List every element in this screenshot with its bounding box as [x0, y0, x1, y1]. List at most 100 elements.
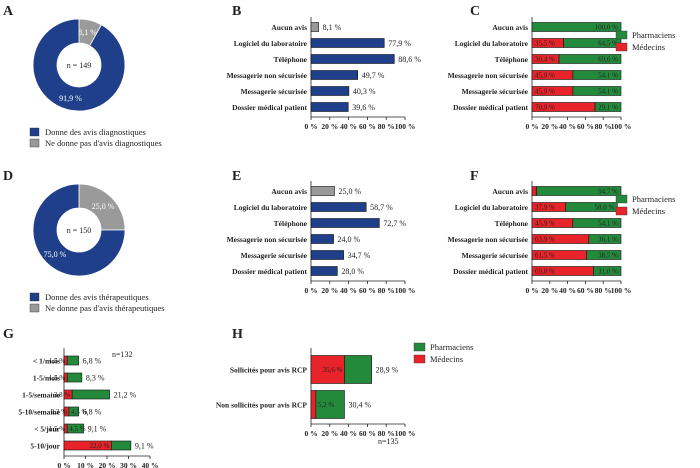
bar-value-label: 30,4 % — [535, 56, 555, 64]
x-tick-label: 20 % — [321, 122, 338, 131]
legend-swatch — [29, 303, 40, 313]
legend-swatch — [615, 194, 628, 204]
x-tick-label: 0 % — [304, 122, 317, 131]
bar-value-label: 70,9 % — [535, 104, 555, 112]
bar-total-label: 30,4 % — [348, 401, 371, 410]
bar-pharmaciens — [593, 266, 622, 276]
bar-value-label: 40,3 % — [353, 87, 376, 96]
legend-label: Pharmaciens — [632, 194, 675, 204]
x-tick-label: 60 % — [359, 122, 376, 131]
legend-swatch — [29, 292, 40, 302]
x-tick-label: 80 % — [595, 122, 612, 131]
x-tick-label: 0 % — [304, 429, 317, 438]
x-tick-label: 60 % — [577, 122, 594, 131]
legend-label: Médecins — [632, 206, 665, 216]
bar — [310, 250, 344, 260]
bar-value-label: 38,5 % — [598, 252, 618, 260]
bar-value-label: 1,5 % — [49, 374, 66, 382]
bar-pharmaciens — [572, 86, 622, 96]
category-label: Téléphone — [495, 55, 529, 64]
category-label: 5-10/semaine — [18, 408, 60, 417]
bar-value-label: 45,9 % — [535, 72, 555, 80]
category-label: Messagerie sécurisée — [462, 87, 529, 96]
x-tick-label: 30 % — [120, 461, 137, 468]
category-label: Téléphone — [274, 219, 308, 228]
category-label: Messagerie non sécurisée — [227, 235, 308, 244]
bar-pharmaciens — [558, 54, 622, 64]
x-tick-label: 80 % — [595, 286, 612, 295]
x-tick-label: 100 % — [395, 122, 416, 131]
bar — [310, 102, 349, 112]
donut-slice-label: 75,0 % — [44, 250, 67, 259]
bar — [310, 70, 359, 80]
legend-label: Pharmaciens — [430, 342, 473, 352]
bar-total-label: 6,8 % — [83, 357, 102, 366]
x-tick-label: 0 % — [525, 286, 538, 295]
category-label: Logiciel du laboratoire — [234, 203, 308, 212]
panel-letter: G — [3, 327, 14, 342]
x-tick-label: 20 % — [541, 122, 558, 131]
bar-value-label: 29,1 % — [598, 104, 618, 112]
x-tick-label: 0 % — [304, 286, 317, 295]
x-tick-label: 0 % — [525, 122, 538, 131]
x-tick-label: 40 % — [340, 286, 357, 295]
category-label: Aucun avis — [271, 23, 307, 32]
legend-swatch — [413, 342, 426, 352]
bar-pharmaciens — [68, 406, 79, 417]
bar-value-label: 37,9 % — [535, 204, 555, 212]
bar — [310, 218, 380, 228]
category-label: 5-10/jour — [30, 442, 60, 451]
bar-medecins — [310, 355, 345, 384]
bar-value-label: 77,9 % — [388, 39, 411, 48]
x-tick-label: 40 % — [340, 122, 357, 131]
bar-value-label: 69,6 % — [598, 56, 618, 64]
category-label: 1-5/semaine — [22, 391, 61, 400]
n-label: n=132 — [112, 350, 133, 359]
category-label: Logiciel du laboratoire — [234, 39, 308, 48]
bar-pharmaciens — [71, 389, 110, 400]
n-label: n=135 — [378, 437, 399, 446]
bar-total-label: 9,1 % — [88, 425, 107, 434]
category-label: Sollicités pour avis RCP — [230, 366, 308, 375]
bar — [310, 38, 385, 48]
bar-pharmaciens — [66, 372, 83, 383]
bar-value-label: 58,0 % — [595, 204, 615, 212]
x-tick-label: 40 % — [142, 461, 159, 468]
category-label: Messagerie sécurisée — [241, 251, 308, 260]
bar-value-label: 64,5 % — [598, 40, 618, 48]
panel-letter: C — [470, 4, 480, 19]
category-label: Dossier médical patient — [453, 103, 528, 112]
x-tick-label: 80 % — [378, 286, 395, 295]
bar-pharmaciens — [586, 250, 622, 260]
legend-swatch — [615, 42, 628, 52]
category-label: Non sollicités pour avis RCP — [216, 401, 308, 410]
bar — [310, 186, 335, 196]
category-label: Dossier médical patient — [232, 267, 307, 276]
bar-value-label: 72,7 % — [383, 219, 406, 228]
donut-slice-label: 8,1 % — [78, 28, 97, 37]
bar-value-label: 58,7 % — [370, 203, 393, 212]
bar-value-label: 1,5 % — [49, 425, 66, 433]
bar-value-label: 1,5 % — [49, 357, 66, 365]
category-label: Messagerie non sécurisée — [227, 71, 308, 80]
bar-value-label: 2,3 % — [51, 408, 68, 416]
x-tick-label: 10 % — [77, 461, 94, 468]
bar-value-label: 5,2 % — [318, 401, 335, 409]
panel-letter: F — [470, 169, 479, 184]
category-label: Messagerie sécurisée — [462, 251, 529, 260]
bar — [310, 86, 350, 96]
bar-value-label: 61,5 % — [535, 252, 555, 260]
category-label: Aucun avis — [492, 187, 528, 196]
legend-label: Donne des avis thérapeutiques — [45, 292, 149, 302]
bar-pharmaciens — [572, 70, 622, 80]
bar-value-label: 88,6 % — [398, 55, 421, 64]
bar-value-label: 24,0 % — [338, 235, 361, 244]
bar-value-label: 49,7 % — [362, 71, 385, 80]
donut-center-label: n = 150 — [67, 226, 92, 235]
bar-pharmaciens — [572, 218, 622, 228]
legend-label: Donne des avis diagnostiques — [45, 127, 146, 137]
bar-value-label: 94,7 % — [598, 188, 618, 196]
bar-total-label: 8,3 % — [86, 374, 105, 383]
bar-total-label: 9,1 % — [135, 442, 154, 451]
